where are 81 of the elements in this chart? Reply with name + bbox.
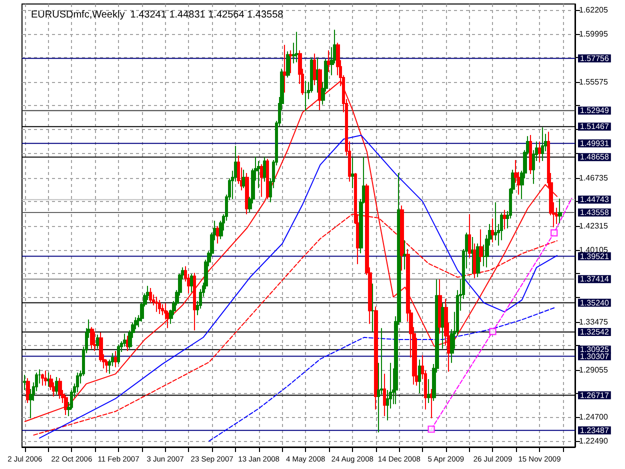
y-tick-label: 1.40105	[579, 245, 608, 254]
candlestick	[161, 304, 164, 316]
candlestick	[430, 388, 433, 419]
candlestick	[471, 236, 474, 274]
candlestick	[245, 172, 249, 215]
ref-line-label: 1.43558	[580, 208, 610, 217]
candlestick	[114, 350, 117, 368]
y-tick-label: 1.22490	[579, 436, 608, 446]
point	[428, 426, 435, 433]
candlestick	[257, 160, 261, 189]
candlestick	[260, 164, 263, 198]
candlestick	[374, 306, 378, 410]
y-tick-label: 1.55575	[579, 78, 608, 87]
point	[550, 229, 558, 236]
candlestick	[316, 57, 319, 94]
ref-line-label: 1.26717	[580, 390, 610, 400]
candlestick	[266, 158, 269, 200]
y-tick-label: 1.33475	[579, 317, 608, 326]
y-tick-label: 1.24700	[579, 412, 608, 422]
candlestick	[289, 50, 293, 74]
point	[489, 328, 496, 336]
candlestick	[158, 299, 161, 315]
candlestick	[313, 53, 316, 86]
candlestick	[117, 344, 120, 364]
candlestick	[155, 296, 158, 312]
candlestick	[283, 44, 287, 94]
ref-line-label: 1.51467	[580, 122, 610, 132]
candlestick	[438, 278, 442, 334]
ref-line-label: 1.39521	[580, 252, 610, 261]
candlestick	[538, 141, 541, 163]
candlestick	[295, 31, 299, 63]
y-tick-label: 1.46735	[579, 174, 608, 183]
ref-line-label: 1.48658	[580, 152, 610, 162]
candlestick	[58, 378, 62, 400]
candlestick	[558, 198, 562, 224]
ref-line-label: 1.32542	[580, 328, 610, 337]
candlestick	[503, 209, 506, 230]
candlestick	[427, 378, 430, 404]
candlestick	[193, 272, 196, 331]
line-series	[208, 307, 555, 442]
ref-line-label: 1.49931	[580, 138, 610, 148]
y-tick-label: 1.59995	[579, 30, 608, 39]
candlestick	[216, 226, 220, 244]
candlestick	[541, 126, 544, 162]
candlestick	[41, 373, 44, 386]
candlestick	[23, 374, 27, 391]
candlestick	[403, 240, 407, 270]
candlestick	[93, 330, 97, 352]
candlestick	[44, 370, 47, 386]
y-tick-label: 1.29055	[579, 365, 608, 374]
candlestick	[441, 302, 445, 350]
candlestick	[304, 80, 307, 112]
candlestick	[286, 50, 290, 78]
candlestick	[90, 326, 94, 350]
candlestick	[26, 378, 30, 404]
candlestick	[529, 134, 532, 175]
line-series	[39, 134, 558, 439]
ref-line-label: 1.52949	[580, 106, 610, 116]
candlestick	[371, 283, 375, 332]
candlestick	[327, 50, 331, 73]
candlestick	[263, 156, 266, 182]
ref-line-label: 1.44743	[580, 195, 610, 204]
candlestick	[479, 228, 483, 262]
candlestick	[149, 288, 152, 304]
candlestick	[476, 243, 480, 278]
candlestick	[190, 273, 193, 293]
y-tick-label: 1.62205	[579, 6, 608, 15]
text: EURUSDmfc,Weekly 1.43241 1.44831 1.42564 1.43558	[31, 10, 284, 20]
candlestick	[47, 372, 50, 388]
ref-line-label: 1.37414	[580, 274, 610, 284]
candlestick	[383, 373, 386, 417]
candlestick	[491, 218, 494, 243]
candlestick	[418, 359, 421, 394]
y-tick-label: 1.42315	[579, 221, 608, 230]
ref-line-label: 1.23487	[580, 426, 610, 435]
ref-line-label: 1.30307	[580, 352, 610, 361]
ref-line-label: 1.57756	[580, 54, 610, 63]
ref-line-label: 1.35240	[580, 298, 610, 308]
candlestick	[468, 214, 471, 258]
ref-line-label: 1.30925	[580, 345, 610, 354]
candlestick	[351, 157, 354, 189]
